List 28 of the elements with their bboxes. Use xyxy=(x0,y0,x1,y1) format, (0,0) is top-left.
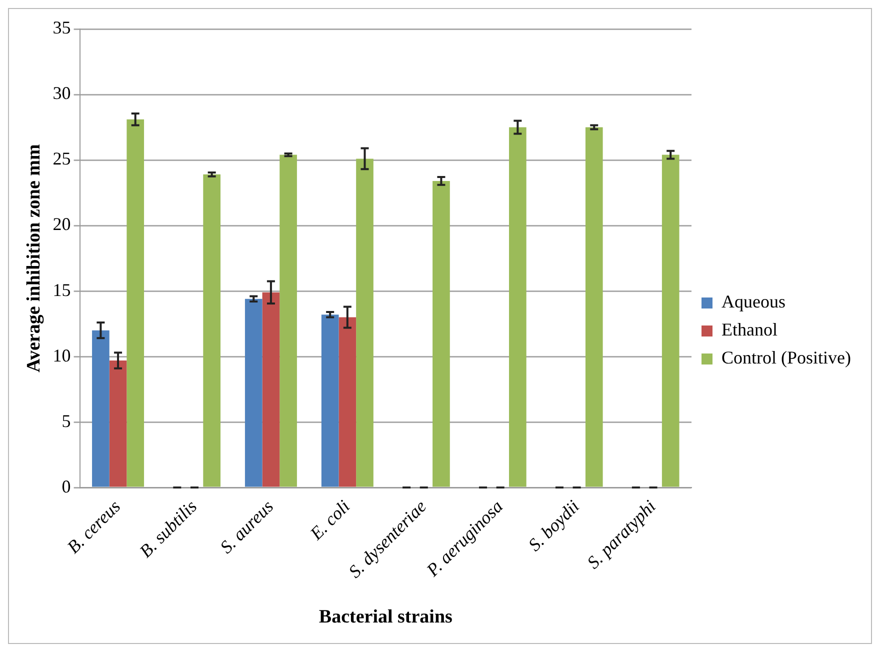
bar xyxy=(92,330,110,487)
legend-label: Aqueous xyxy=(722,292,786,312)
bar xyxy=(280,154,297,487)
bar xyxy=(432,180,450,487)
bar xyxy=(585,127,603,487)
bar xyxy=(126,119,144,487)
bar xyxy=(321,314,339,487)
y-tick-label: 10 xyxy=(52,345,71,366)
bar xyxy=(203,174,220,487)
bar xyxy=(109,360,127,487)
bar xyxy=(662,154,680,487)
y-tick-label: 35 xyxy=(52,18,71,38)
y-tick-label: 0 xyxy=(62,476,71,496)
bar xyxy=(338,317,356,487)
y-tick-label: 30 xyxy=(52,83,71,104)
legend-label: Control (Positive) xyxy=(722,348,852,368)
bar xyxy=(356,158,374,487)
y-tick-label: 25 xyxy=(52,148,71,169)
y-axis-title: Average inhibition zone mm xyxy=(23,144,44,372)
bar xyxy=(262,292,280,487)
legend-label: Ethanol xyxy=(722,320,778,340)
y-tick-label: 20 xyxy=(52,214,71,234)
bar xyxy=(509,127,526,487)
y-tick-label: 15 xyxy=(52,280,71,300)
y-tick-label: 5 xyxy=(62,410,71,431)
bar xyxy=(244,298,262,487)
x-tick-label: E. coli xyxy=(306,496,354,544)
x-axis-title: Bacterial strains xyxy=(318,606,452,628)
